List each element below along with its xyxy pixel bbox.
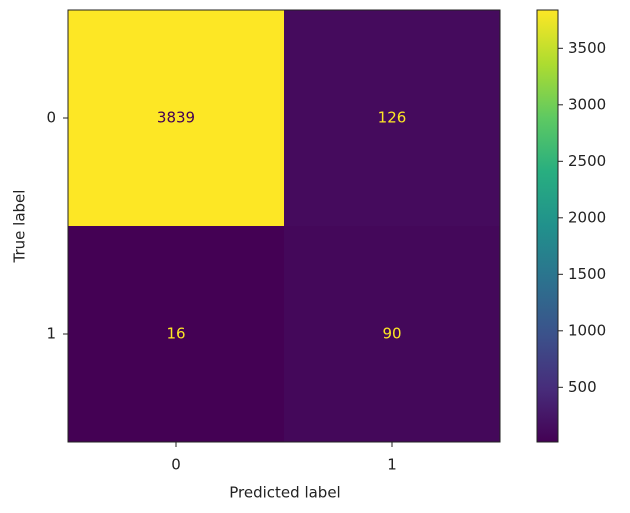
cell-label: 90 bbox=[382, 325, 401, 343]
plot-frame bbox=[67, 9, 501, 443]
colorbar-tick-label: 500 bbox=[568, 378, 597, 396]
y-tick-label: 1 bbox=[46, 325, 56, 343]
heatmap-cell bbox=[284, 10, 501, 227]
colorbar-tick-label: 3500 bbox=[568, 39, 606, 57]
cell-label: 126 bbox=[378, 109, 407, 127]
colorbar-tick-label: 1500 bbox=[568, 265, 606, 283]
heatmap-cell bbox=[68, 226, 285, 443]
x-tick-label: 1 bbox=[387, 456, 397, 474]
y-tick-label: 0 bbox=[46, 109, 56, 127]
cell-label: 16 bbox=[166, 325, 185, 343]
x-axis-label: Predicted label bbox=[229, 484, 340, 502]
colorbar-tick-label: 3000 bbox=[568, 95, 606, 113]
colorbar bbox=[536, 9, 559, 443]
heatmap-cell bbox=[68, 10, 285, 227]
y-axis-label: True label bbox=[11, 190, 29, 264]
colorbar-tick-label: 2000 bbox=[568, 208, 606, 226]
heatmap-cell bbox=[284, 226, 501, 443]
x-tick-label: 0 bbox=[171, 456, 181, 474]
cell-label: 3839 bbox=[157, 109, 195, 127]
colorbar-tick-label: 2500 bbox=[568, 152, 606, 170]
colorbar-tick-label: 1000 bbox=[568, 321, 606, 339]
